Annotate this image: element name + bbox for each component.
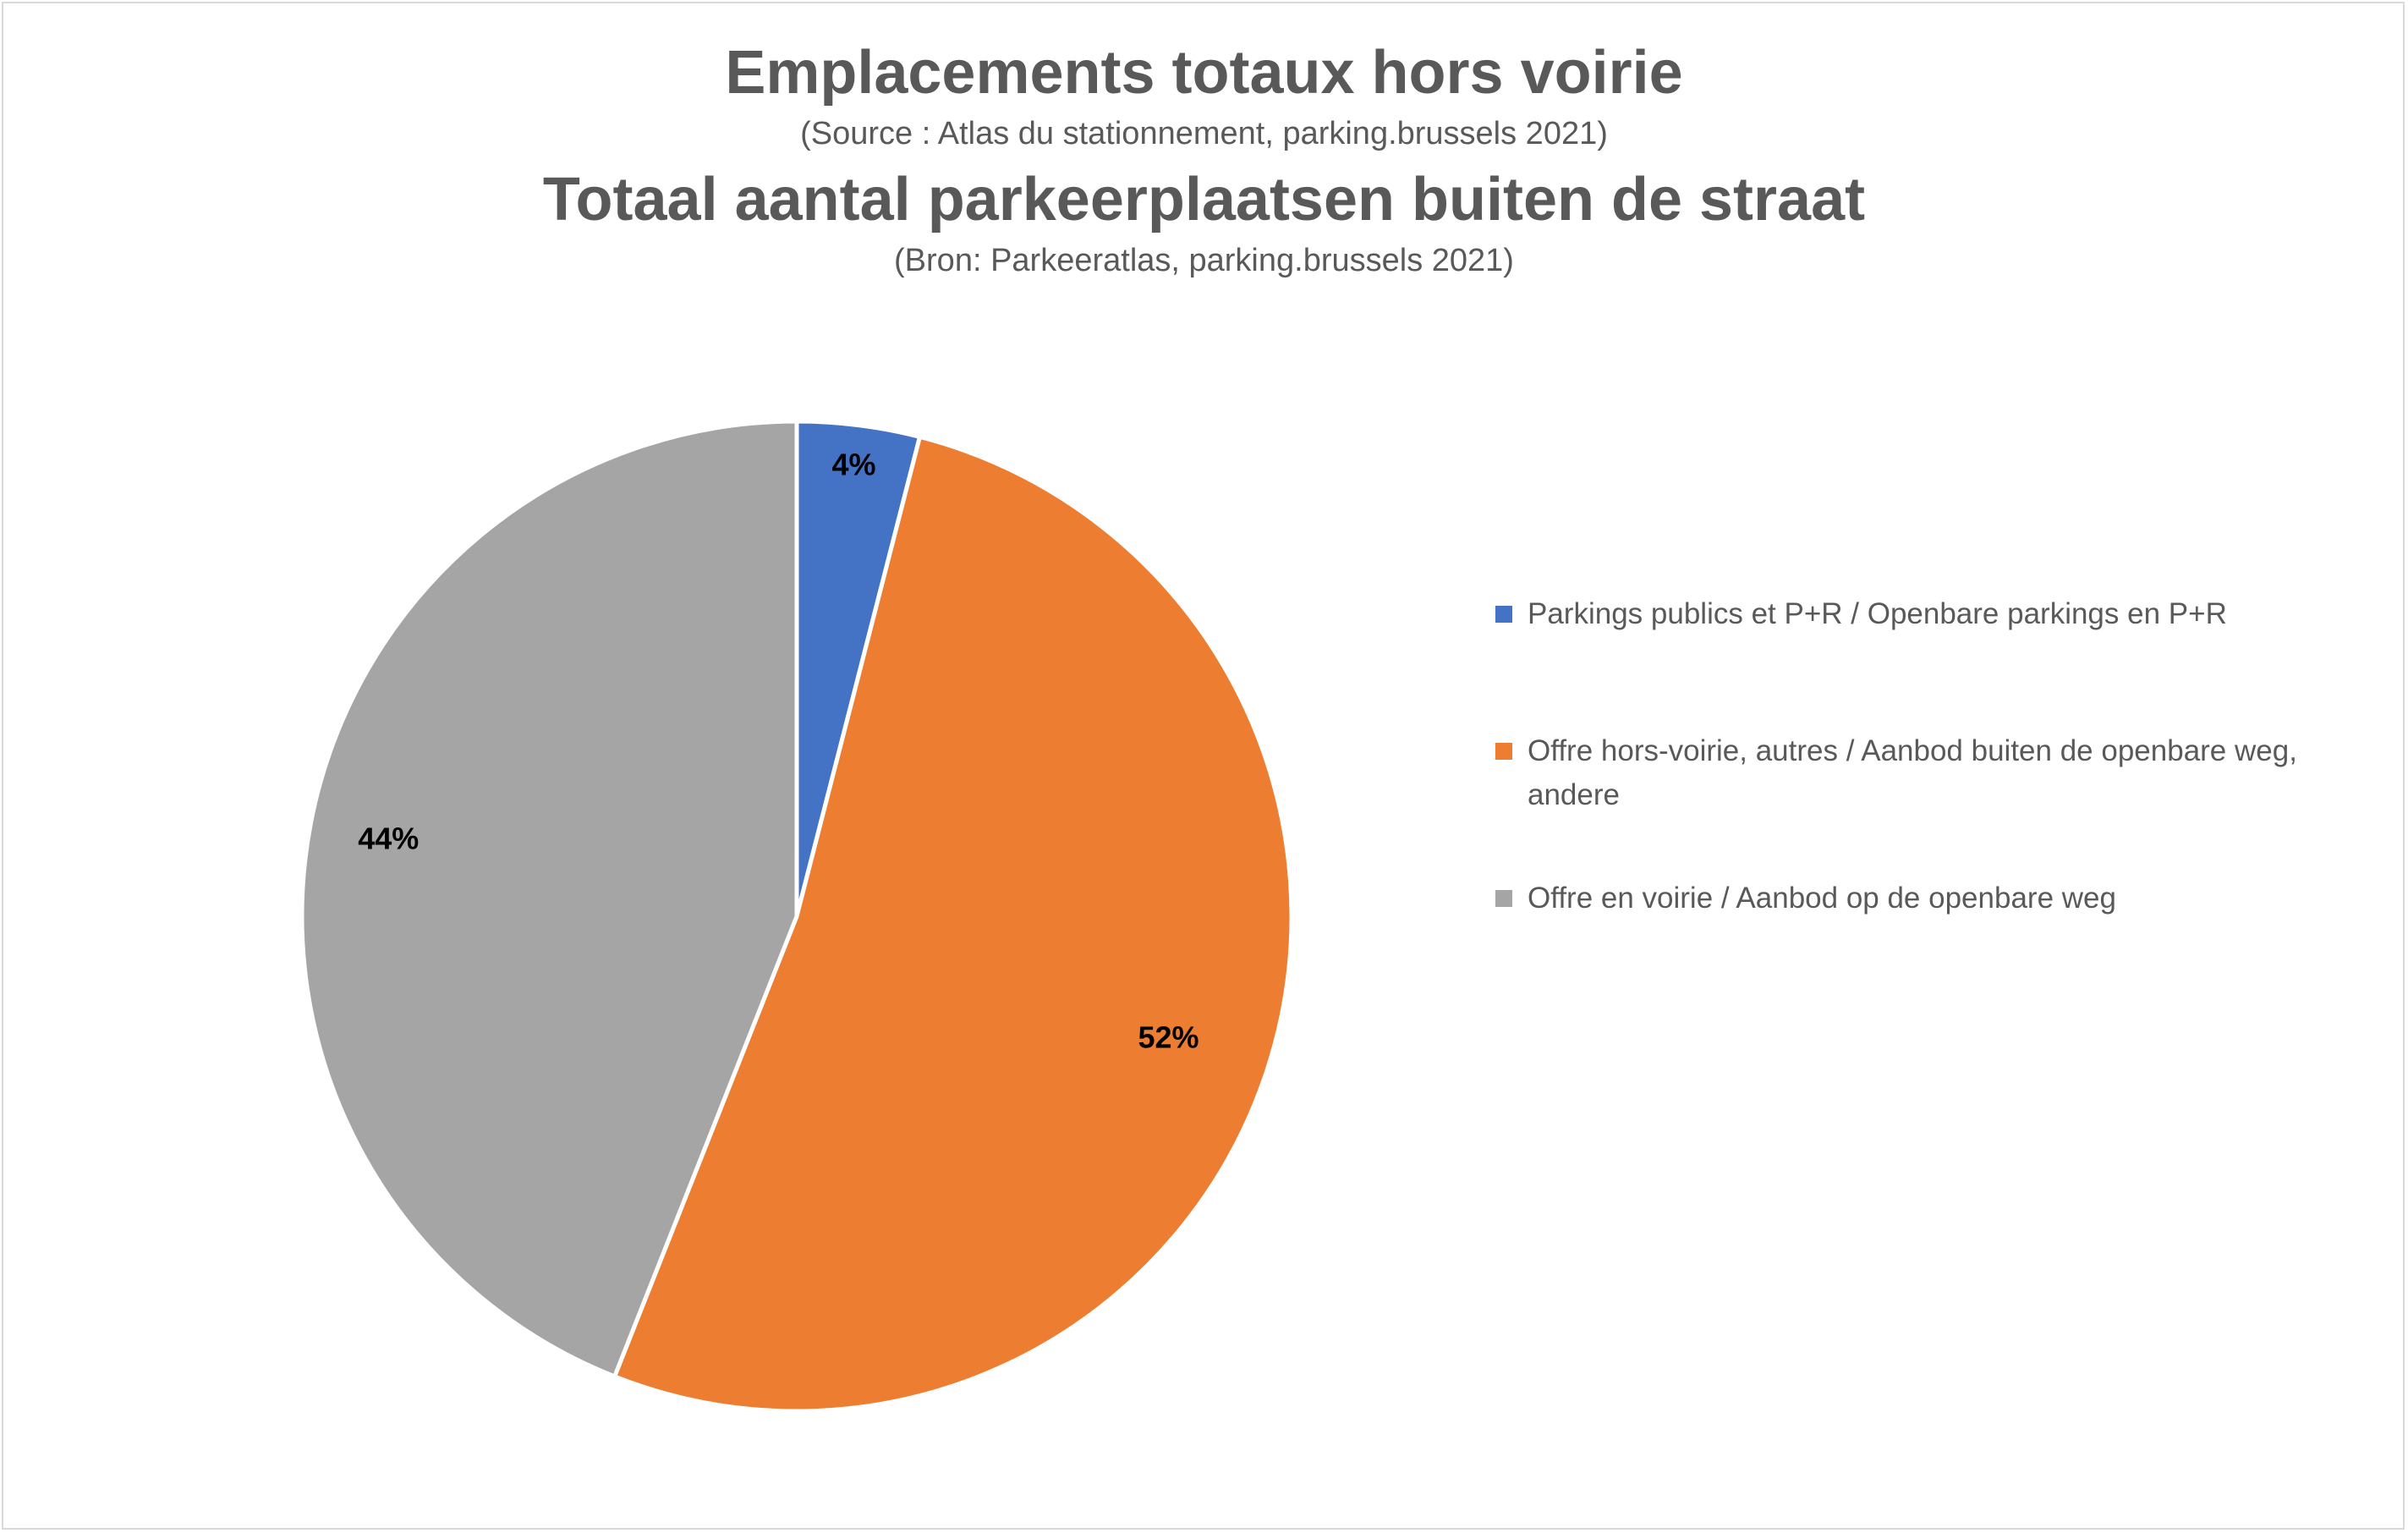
- chart-title: Emplacements totaux hors voirie: [725, 39, 1683, 107]
- pie-data-label: 52%: [1138, 1019, 1199, 1054]
- pie-slices: [299, 419, 1294, 1414]
- pie-slice: [612, 434, 1294, 1414]
- legend-label: Offre hors-voirie, autres / Aanbod buite…: [1528, 734, 2297, 811]
- legend-item: Parkings publics et P+R / Openbare parki…: [1495, 592, 2392, 636]
- legend-label: Offre en voirie / Aanbod op de openbare …: [1528, 882, 2116, 915]
- chart-subtitle-secondary: (Bron: Parkeeratlas, parking.brussels 20…: [894, 242, 1514, 278]
- pie-data-label: 44%: [358, 821, 419, 855]
- pie-data-label: 4%: [831, 448, 875, 482]
- legend-label: Parkings publics et P+R / Openbare parki…: [1528, 597, 2227, 630]
- chart-titles: Emplacements totaux hors voirie (Source …: [0, 38, 2408, 292]
- pie-slice: [299, 419, 799, 1379]
- chart-title-secondary: Totaal aantal parkeerplaatsen buiten de …: [542, 166, 1866, 234]
- legend-item: Offre hors-voirie, autres / Aanbod buite…: [1495, 729, 2392, 817]
- legend-swatch: [1495, 743, 1512, 760]
- chart-subtitle: (Source : Atlas du stationnement, parkin…: [800, 115, 1608, 151]
- legend-swatch: [1495, 606, 1512, 623]
- pie-data-labels: 4% 52% 44%: [358, 448, 1199, 1055]
- legend-item: Offre en voirie / Aanbod op de openbare …: [1495, 876, 2392, 920]
- legend: Parkings publics et P+R / Openbare parki…: [1495, 592, 2392, 1014]
- legend-swatch: [1495, 890, 1512, 907]
